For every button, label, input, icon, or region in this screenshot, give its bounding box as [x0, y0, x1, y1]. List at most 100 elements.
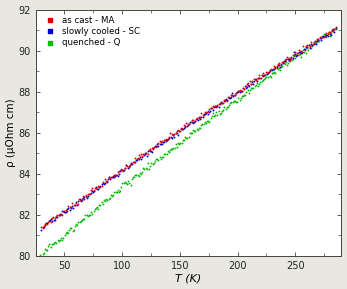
- Point: [251, 86, 256, 90]
- Point: [259, 73, 264, 78]
- Point: [129, 162, 134, 166]
- Point: [323, 33, 329, 38]
- Point: [254, 78, 259, 82]
- Point: [325, 33, 331, 38]
- Point: [270, 66, 275, 71]
- Point: [315, 36, 321, 41]
- Point: [150, 162, 155, 166]
- Point: [232, 93, 237, 97]
- Point: [103, 197, 109, 201]
- Point: [219, 101, 224, 105]
- Point: [196, 114, 202, 119]
- Point: [324, 32, 330, 37]
- Point: [155, 144, 161, 148]
- Point: [155, 158, 161, 162]
- Point: [314, 37, 320, 41]
- Point: [289, 58, 294, 62]
- Point: [235, 89, 240, 94]
- Point: [201, 112, 207, 116]
- Point: [262, 75, 268, 80]
- Point: [43, 221, 49, 225]
- Point: [107, 196, 112, 200]
- Point: [63, 210, 69, 214]
- Point: [109, 175, 114, 179]
- Point: [126, 164, 132, 169]
- Point: [217, 112, 222, 117]
- Point: [289, 56, 294, 60]
- Point: [247, 84, 252, 88]
- Point: [268, 67, 274, 71]
- Point: [278, 64, 283, 69]
- Point: [211, 105, 217, 110]
- Point: [67, 208, 73, 212]
- Point: [243, 84, 248, 88]
- Point: [252, 79, 257, 83]
- Point: [291, 49, 297, 54]
- Point: [71, 202, 76, 207]
- Point: [82, 217, 87, 222]
- Point: [73, 221, 79, 226]
- Point: [160, 138, 165, 143]
- Point: [237, 88, 243, 92]
- Point: [260, 73, 266, 78]
- Point: [135, 172, 140, 177]
- Point: [191, 120, 197, 125]
- Point: [303, 45, 309, 50]
- Point: [117, 189, 123, 193]
- Point: [197, 116, 203, 121]
- Point: [99, 200, 104, 205]
- Point: [157, 139, 162, 144]
- Point: [256, 73, 262, 77]
- Point: [260, 71, 266, 75]
- Point: [265, 71, 271, 75]
- Point: [161, 151, 167, 156]
- Point: [229, 93, 235, 98]
- Point: [296, 53, 302, 58]
- Point: [286, 56, 291, 60]
- Point: [110, 192, 116, 197]
- Point: [311, 41, 317, 46]
- Point: [37, 253, 43, 257]
- Point: [297, 48, 302, 52]
- Point: [273, 71, 278, 75]
- Point: [66, 204, 71, 209]
- Point: [77, 220, 82, 225]
- Point: [297, 51, 303, 56]
- Point: [277, 61, 282, 66]
- Point: [77, 198, 83, 202]
- Point: [138, 172, 144, 176]
- Point: [304, 45, 310, 50]
- X-axis label: T (K): T (K): [175, 273, 202, 284]
- Point: [284, 63, 290, 68]
- Point: [202, 119, 208, 124]
- Point: [171, 146, 176, 151]
- Point: [44, 247, 50, 252]
- Point: [106, 197, 111, 201]
- Point: [243, 92, 248, 97]
- Point: [144, 153, 150, 158]
- Point: [61, 236, 66, 240]
- Point: [59, 208, 65, 213]
- Point: [58, 236, 64, 241]
- Point: [270, 67, 276, 71]
- Point: [54, 214, 60, 219]
- Point: [82, 194, 87, 199]
- Point: [153, 157, 159, 162]
- Point: [52, 216, 58, 220]
- Point: [55, 212, 60, 217]
- Point: [111, 175, 117, 179]
- Point: [320, 35, 326, 40]
- Point: [164, 151, 169, 156]
- Point: [91, 188, 96, 192]
- Point: [121, 167, 127, 172]
- Point: [306, 43, 312, 48]
- Point: [237, 90, 243, 94]
- Point: [181, 138, 187, 142]
- Point: [237, 97, 242, 102]
- Point: [151, 161, 156, 166]
- Point: [138, 156, 144, 161]
- Point: [150, 150, 155, 154]
- Point: [151, 145, 157, 150]
- Point: [128, 182, 133, 187]
- Point: [262, 72, 267, 77]
